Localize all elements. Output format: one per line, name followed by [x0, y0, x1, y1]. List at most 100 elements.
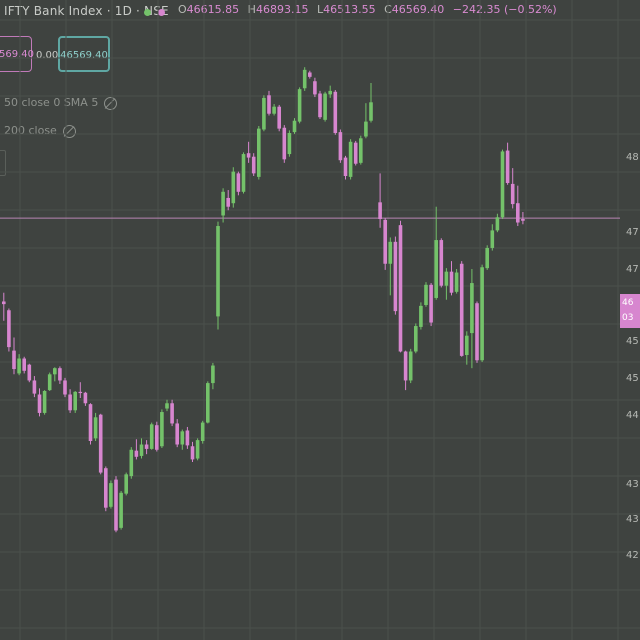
candle-down[interactable] [144, 444, 149, 449]
candle-down[interactable] [68, 394, 72, 411]
candle-up[interactable] [480, 267, 484, 361]
candle-down[interactable] [403, 351, 408, 381]
candle-up[interactable] [348, 141, 353, 177]
candle-up[interactable] [424, 284, 428, 305]
candle-up[interactable] [73, 391, 77, 411]
candle-up[interactable] [287, 133, 292, 155]
candle-down[interactable] [521, 219, 525, 221]
candle-down[interactable] [58, 368, 62, 381]
candle-down[interactable] [308, 72, 312, 77]
candle-up[interactable] [465, 335, 469, 356]
candle-down[interactable] [475, 303, 479, 361]
visibility-eye-icon[interactable] [62, 124, 76, 138]
collapse-toggle[interactable] [0, 150, 6, 176]
candle-up[interactable] [93, 417, 98, 439]
candle-up[interactable] [139, 444, 144, 456]
candle-down[interactable] [88, 404, 93, 441]
candle-down[interactable] [282, 127, 287, 160]
candle-down[interactable] [63, 380, 67, 395]
candle-down[interactable] [439, 240, 444, 286]
candle-down[interactable] [333, 91, 338, 134]
candle-up[interactable] [292, 120, 297, 133]
candle-up[interactable] [200, 422, 205, 441]
candle-up[interactable] [47, 374, 52, 391]
candle-down[interactable] [353, 142, 358, 164]
candle-up[interactable] [216, 226, 220, 317]
candle-up[interactable] [119, 492, 123, 528]
candle-down[interactable] [83, 392, 88, 404]
candle-up[interactable] [419, 305, 423, 327]
candle-up[interactable] [490, 230, 495, 248]
candle-down[interactable] [2, 301, 6, 305]
candle-up[interactable] [369, 102, 373, 121]
sell-button[interactable]: 569.40 [0, 36, 34, 72]
candle-up[interactable] [160, 412, 164, 447]
candle-up[interactable] [408, 351, 413, 381]
candle-up[interactable] [17, 358, 21, 374]
candle-down[interactable] [383, 219, 387, 264]
candle-up[interactable] [359, 138, 363, 163]
candle-up[interactable] [302, 69, 307, 89]
candle-down[interactable] [313, 81, 317, 95]
candle-up[interactable] [500, 151, 505, 218]
candle-up[interactable] [495, 217, 500, 231]
candle-down[interactable] [267, 95, 271, 114]
candle-up[interactable] [231, 171, 236, 204]
symbol-title[interactable]: IFTY Bank Index · 1D · NSE [4, 4, 169, 18]
candle-down[interactable] [343, 157, 348, 177]
candle-down[interactable] [459, 263, 464, 356]
candle-up[interactable] [221, 191, 225, 216]
candle-down[interactable] [393, 241, 398, 312]
candle-down[interactable] [32, 380, 37, 394]
candle-down[interactable] [277, 106, 281, 129]
candle-down[interactable] [185, 430, 190, 446]
sma-indicator-fast[interactable]: 50 close 0 SMA 5 [4, 96, 118, 110]
candle-down[interactable] [7, 310, 11, 348]
candle-up[interactable] [297, 89, 302, 122]
candle-up[interactable] [485, 247, 489, 269]
candle-up[interactable] [414, 326, 418, 352]
candle-up[interactable] [434, 240, 438, 298]
candle-down[interactable] [236, 173, 241, 192]
candle-down[interactable] [27, 364, 32, 381]
candle-up[interactable] [206, 383, 210, 423]
candle-down[interactable] [114, 479, 118, 531]
candle-down[interactable] [175, 423, 179, 445]
candle-down[interactable] [104, 468, 108, 508]
candle-up[interactable] [149, 424, 154, 449]
candle-down[interactable] [155, 425, 159, 450]
candle-up[interactable] [454, 272, 459, 292]
candle-down[interactable] [505, 150, 510, 184]
candle-down[interactable] [78, 391, 83, 394]
candle-up[interactable] [42, 390, 47, 413]
candle-up[interactable] [257, 128, 261, 177]
candle-up[interactable] [262, 97, 266, 130]
candle-up[interactable] [323, 93, 327, 120]
candle-up[interactable] [364, 121, 368, 137]
buy-button[interactable]: 46569.40 [58, 36, 110, 72]
candle-down[interactable] [190, 446, 195, 460]
candle-up[interactable] [129, 449, 134, 477]
candle-up[interactable] [165, 403, 169, 409]
candle-up[interactable] [109, 483, 113, 507]
candle-up[interactable] [328, 90, 332, 95]
candle-up[interactable] [124, 474, 128, 494]
candle-up[interactable] [53, 368, 57, 375]
candle-down[interactable] [12, 350, 16, 370]
candle-down[interactable] [134, 450, 139, 457]
candle-down[interactable] [37, 394, 42, 413]
candle-up[interactable] [211, 365, 215, 384]
candle-down[interactable] [398, 225, 403, 352]
candle-down[interactable] [22, 358, 26, 371]
candle-down[interactable] [429, 284, 433, 323]
candle-up[interactable] [272, 106, 276, 114]
candle-up[interactable] [241, 154, 246, 192]
candle-up[interactable] [180, 431, 185, 445]
candle-down[interactable] [338, 132, 343, 161]
candle-down[interactable] [226, 197, 230, 207]
candle-down[interactable] [251, 156, 256, 174]
candle-up[interactable] [470, 283, 474, 334]
candle-down[interactable] [170, 403, 174, 424]
candle-down[interactable] [98, 414, 103, 473]
